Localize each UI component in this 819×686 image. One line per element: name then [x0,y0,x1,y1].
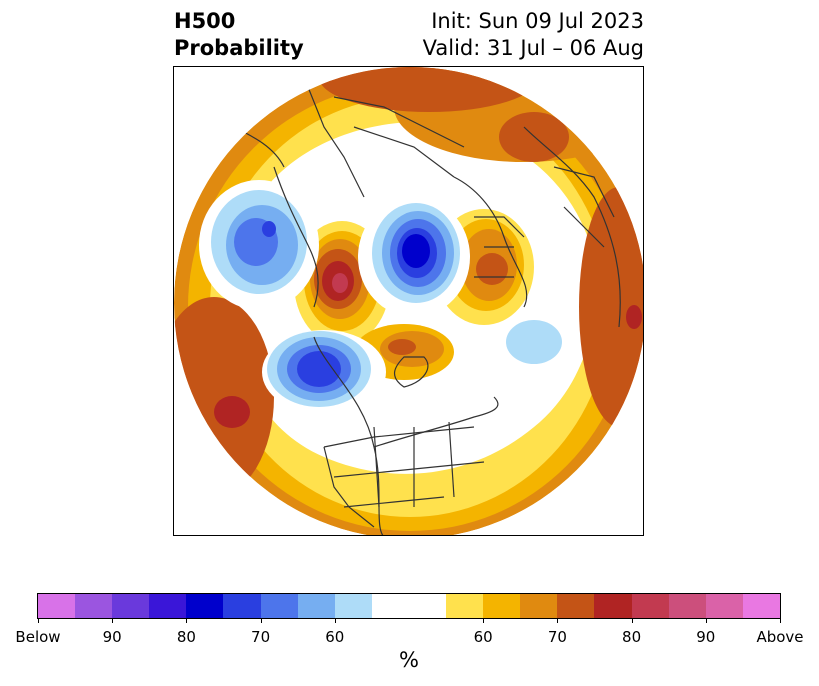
colorbar-ticks: Below 90 80 70 60 60 70 80 90 Above [0,618,819,648]
colorbar-unit-label: % [399,648,419,672]
colorbar-cell [446,594,484,618]
coastlines [233,76,621,535]
colorbar-tick-mark [112,618,114,623]
colorbar-tick-label: Below [15,628,61,646]
below-normal-barents [358,197,470,317]
colorbar-tick-label: 80 [622,628,642,646]
below-normal-alaska-gulf [199,180,319,310]
colorbar-tick-mark [557,618,559,623]
polar-map-svg [174,67,643,535]
colorbar-cell [260,594,298,618]
colorbar-tick-mark [260,618,262,623]
title-line-2: Probability [174,36,304,60]
init-date: Init: Sun 09 Jul 2023 [431,9,644,33]
colorbar-cell [297,594,335,618]
colorbar-cell [668,594,706,618]
colorbar-cell [223,594,261,618]
colorbar-tick-label: 90 [102,628,122,646]
colorbar-tick-mark [334,618,336,623]
polar-map [173,66,644,536]
colorbar-cell [483,594,521,618]
colorbar-cell [38,594,76,618]
map-title: H500 Probability [174,8,304,62]
title-line-1: H500 [174,9,236,33]
colorbar-cell [557,594,595,618]
colorbar-tick-label: 70 [251,628,271,646]
below-normal-atlantic [506,320,562,364]
colorbar-tick-label: 60 [473,628,493,646]
colorbar-tick-label: 60 [325,628,345,646]
colorbar-cell [631,594,669,618]
colorbar-tick-mark [483,618,485,623]
date-info: Init: Sun 09 Jul 2023 Valid: 31 Jul – 06… [423,8,644,62]
colorbar-tick-mark [186,618,188,623]
colorbar-tick-mark [38,618,39,623]
colorbar-tick-mark [631,618,633,623]
colorbar-cell [75,594,113,618]
colorbar-tick-mark [780,618,781,623]
colorbar-tick-mark [705,618,707,623]
colorbar-cell [520,594,558,618]
colorbar-tick-label: 80 [176,628,196,646]
colorbar-cell [186,594,224,618]
colorbar-tick-label: Above [756,628,804,646]
valid-date: Valid: 31 Jul – 06 Aug [422,36,644,60]
colorbar-cell [742,594,780,618]
colorbar-cell [112,594,150,618]
colorbar [37,593,781,619]
colorbar-cell [371,594,447,618]
colorbar-tick-label: 90 [696,628,716,646]
colorbar-cell [149,594,187,618]
below-normal-east-pacific [262,330,386,414]
colorbar-tick-label: 70 [547,628,567,646]
colorbar-cell [705,594,743,618]
colorbar-cell [594,594,632,618]
colorbar-cell [334,594,372,618]
